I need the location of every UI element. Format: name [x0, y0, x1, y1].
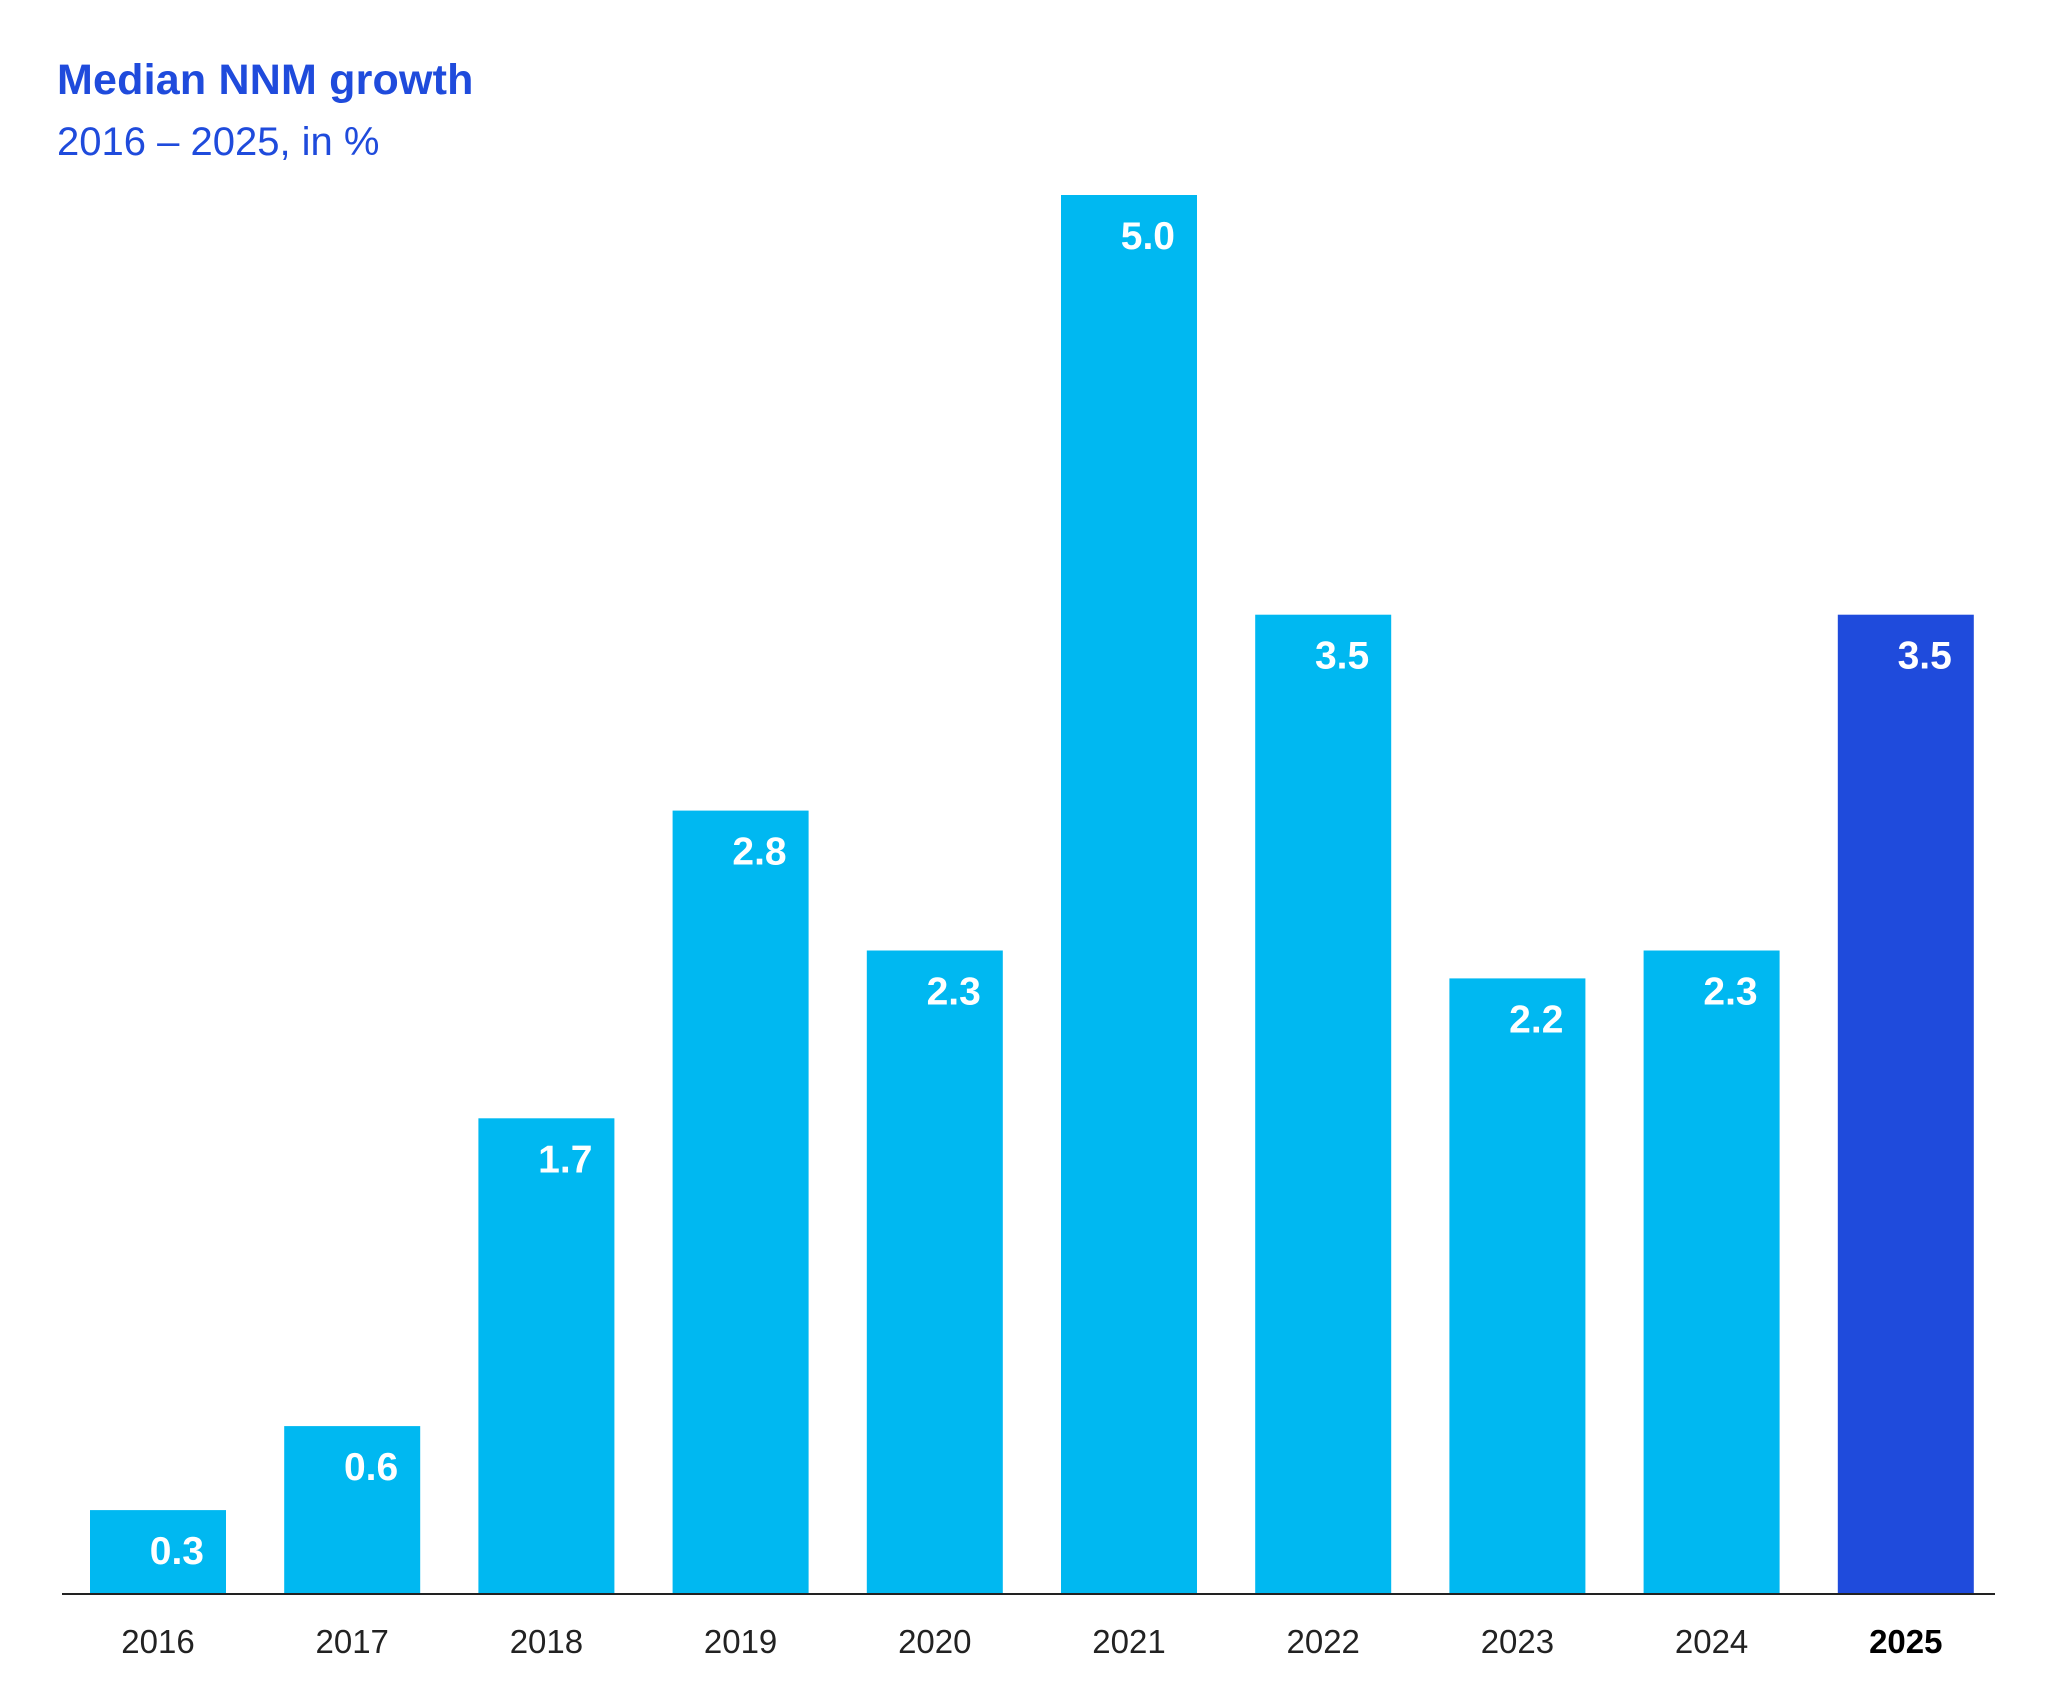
- bar-value-label-2018: 1.7: [538, 1138, 592, 1181]
- bar-2019: [672, 810, 809, 1594]
- chart-title: Median NNM growth: [57, 56, 474, 104]
- chart-subtitle: 2016 – 2025, in %: [57, 120, 380, 164]
- bar-2016: [90, 1510, 226, 1594]
- x-tick-label-2024: 2024: [1675, 1623, 1748, 1660]
- bar-value-label-2025: 3.5: [1898, 635, 1952, 678]
- bar-value-label-2019: 2.8: [732, 831, 786, 874]
- x-tick-label-2021: 2021: [1092, 1623, 1165, 1660]
- bar-2020: [866, 950, 1003, 1594]
- x-tick-label-2018: 2018: [510, 1623, 583, 1660]
- bar-value-label-2021: 5.0: [1121, 215, 1175, 258]
- bar-2022: [1255, 614, 1392, 1594]
- bar-value-label-2017: 0.6: [344, 1446, 398, 1489]
- bar-labels-group: 0.3 0.6 1.7 2.8 2.3 5.0 3.5 2.2 2.3 3.5: [150, 215, 1952, 1573]
- x-tick-label-2023: 2023: [1481, 1623, 1554, 1660]
- bar-value-label-2023: 2.2: [1509, 998, 1563, 1041]
- bar-2024: [1643, 950, 1780, 1594]
- bar-2021: [1061, 195, 1197, 1594]
- bar-2023: [1449, 978, 1586, 1594]
- x-tick-label-2025: 2025: [1869, 1623, 1942, 1660]
- bar-value-label-2020: 2.3: [927, 971, 981, 1014]
- bar-2025: [1837, 614, 1974, 1594]
- x-tick-label-2016: 2016: [121, 1623, 194, 1660]
- bar-value-label-2016: 0.3: [150, 1530, 204, 1573]
- bars-group: [90, 195, 1974, 1594]
- x-tick-label-2017: 2017: [315, 1623, 388, 1660]
- x-tick-label-2022: 2022: [1286, 1623, 1359, 1660]
- x-axis-ticks-group: 2016 2017 2018 2019 2020 2021 2022 2023 2024 2025: [121, 1623, 1942, 1660]
- x-tick-label-2019: 2019: [704, 1623, 777, 1660]
- bar-2017: [284, 1426, 421, 1594]
- bar-2018: [478, 1118, 615, 1594]
- bar-value-label-2024: 2.3: [1703, 971, 1757, 1014]
- x-tick-label-2020: 2020: [898, 1623, 971, 1660]
- bar-value-label-2022: 3.5: [1315, 635, 1369, 678]
